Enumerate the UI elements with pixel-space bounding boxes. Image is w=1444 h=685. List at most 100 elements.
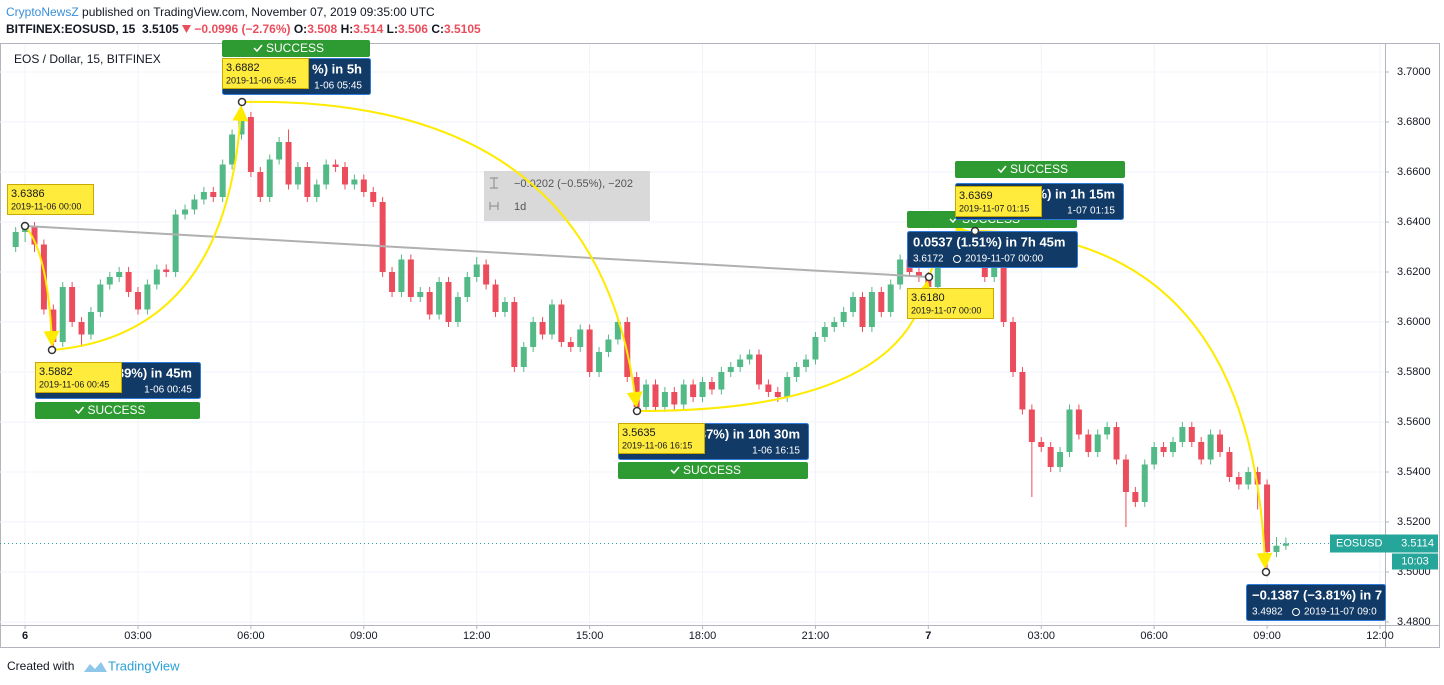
candle-body [285,142,292,185]
candle-body [247,117,254,172]
price-label-box [222,58,309,89]
x-tick-label: 21:00 [802,630,830,642]
candle-body [492,284,499,312]
candle-body [614,322,621,340]
chart-title: EOS / Dollar, 15, BITFINEX [14,52,161,66]
candle-body [1207,434,1214,460]
x-tick-label: 12:00 [1366,630,1394,642]
info-line1: 37%) in 10h 30m [699,426,800,441]
y-tick-label: 3.4800 [1397,616,1431,628]
candle-body [530,322,537,347]
candle-body [887,284,894,312]
candle-body [116,272,123,277]
anchor [924,272,934,282]
candle-body [40,244,47,310]
candle-body [643,384,650,407]
success-tag [222,40,370,57]
c-label: C: [431,22,444,36]
info-line2: 1-06 16:15 [752,446,800,457]
candle-body [897,259,904,285]
arrow [24,225,60,347]
clock-icon [953,255,961,263]
candle-body [257,172,264,197]
tv-logo [84,662,107,672]
anchor-points [20,97,1271,577]
candle-body [163,269,170,272]
price-label-price: 3.5882 [39,366,73,378]
candle-body [718,372,725,390]
candle-body [1122,459,1129,492]
arrow [51,105,249,351]
candle-body [793,367,800,377]
candle-body [708,382,715,390]
success-tag [955,161,1125,178]
candle-body [755,354,762,385]
price-label-time: 2019-11-06 16:15 [622,440,692,450]
info-line1: %) in 5h [312,61,362,76]
countdown: 10:03 [1401,555,1429,567]
candle-body [69,287,76,322]
candle-body [1198,442,1205,460]
price-label-time: 2019-11-06 00:00 [11,201,81,211]
countdown-tag [1392,553,1438,570]
candle-body [1113,427,1120,460]
axes: 3.48003.50003.52003.54003.56003.58003.60… [22,66,1438,642]
info-line2: 1-06 00:45 [144,385,192,396]
y-tick-label: 3.6600 [1397,166,1431,178]
x-tick-label: 18:00 [689,630,717,642]
price-label-price: 3.5635 [622,427,656,439]
candle-body [859,297,866,327]
candle-body [539,322,546,335]
y-tick-label: 3.5800 [1397,366,1431,378]
price-tag-symbol: EOSUSD [1336,537,1383,549]
info-line2: 1-07 01:15 [1067,206,1115,217]
candle-body [1217,434,1224,452]
info-line1: 39%) in 45m [117,365,192,380]
x-tick-label: 09:00 [1253,630,1281,642]
annotations: SUCCESS %) in 5h 1-06 05:45 39%) in 45m 1-06… [7,40,1386,621]
y-tick-label: 3.5400 [1397,466,1431,478]
candle-body [1141,464,1148,502]
x-tick-label: 6 [22,630,28,642]
candle-body [567,342,574,347]
candle-body [812,337,819,360]
candle-body [548,304,555,335]
candle-body [1169,442,1176,452]
candle-body [831,322,838,327]
success-tag [35,402,200,419]
measure-icon [490,177,498,189]
y-tick-label: 3.5600 [1397,416,1431,428]
check-icon [997,165,1007,174]
candle-body [1019,372,1026,410]
candle-body [266,159,273,197]
anchor [970,226,980,236]
candle-body [1000,267,1007,322]
candle-body [501,302,508,312]
candle-body [50,309,57,342]
check-icon [253,44,263,53]
candle-body [652,384,659,407]
price-label-price: 3.6369 [959,190,993,202]
anchor [47,345,57,355]
candle-body [210,192,217,197]
o-label: O: [293,22,308,36]
l-value: 3.506 [397,22,428,36]
candle-body [1245,472,1252,485]
footer-text: Created with [7,659,74,673]
down-icon [182,25,192,33]
candle-body [445,282,452,322]
info-box [1246,584,1386,621]
candle-body [784,377,791,397]
candle-body [991,267,998,277]
success-text: SUCCESS [683,463,741,477]
candle-body [1066,409,1073,452]
candle-body [125,272,132,292]
candle-body [379,202,386,272]
candle-body [417,292,424,297]
candle-body [671,392,678,405]
candle-body [558,304,565,342]
measure-line [24,225,930,278]
candle-body [153,269,160,285]
candle-body [483,264,490,285]
author: CryptoNewsZ [6,5,79,19]
